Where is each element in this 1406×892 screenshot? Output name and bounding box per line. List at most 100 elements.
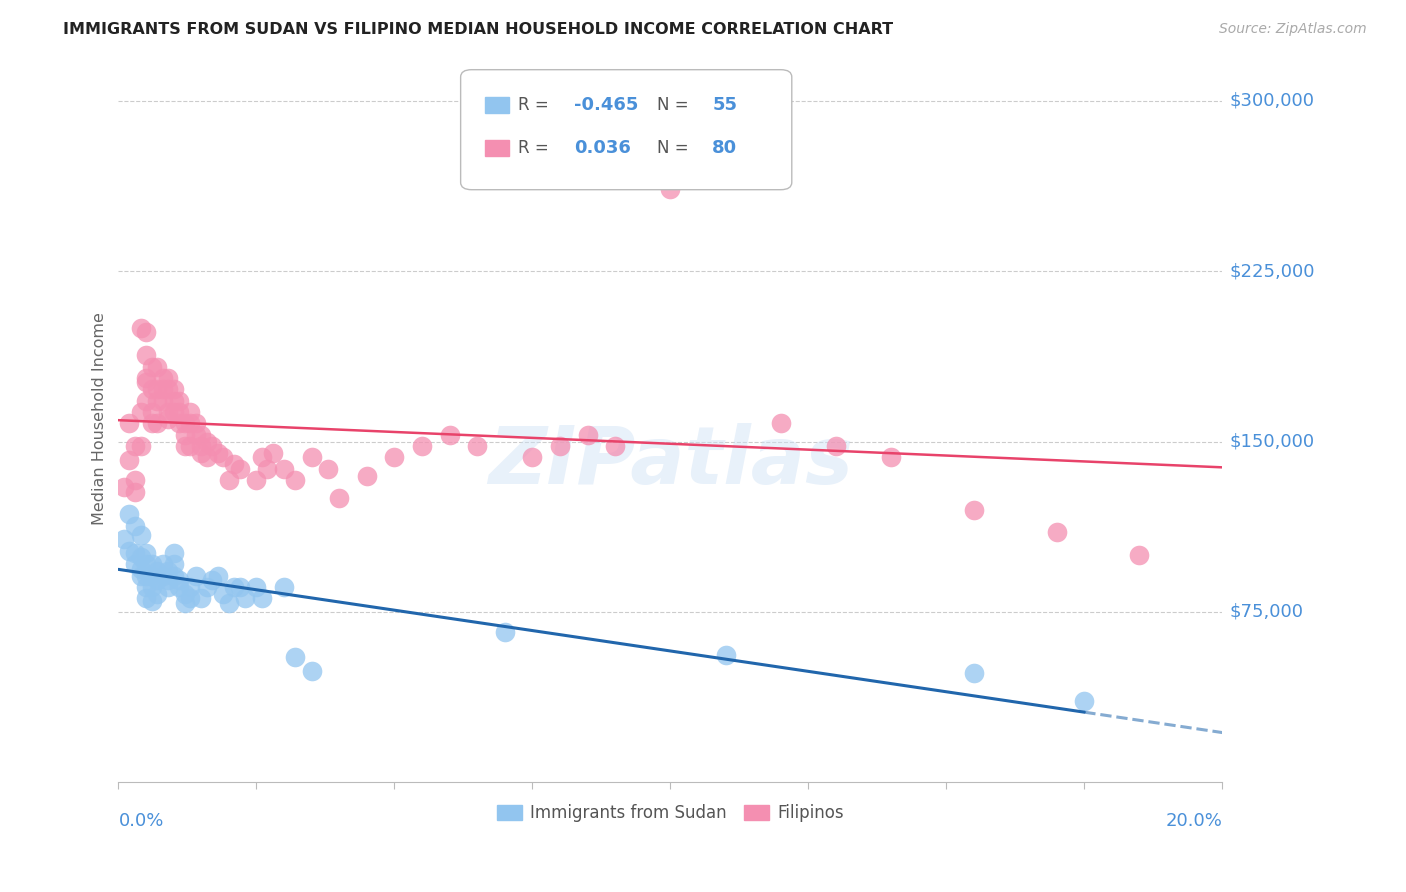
Point (124, 558, 146, 572)
Point (157, 564, 180, 578)
Text: $150,000: $150,000 (1229, 433, 1315, 450)
Point (522, 450, 544, 465)
Point (548, 439, 571, 453)
Point (173, 596, 195, 610)
Point (135, 326, 157, 340)
Y-axis label: Median Household Income: Median Household Income (93, 312, 107, 525)
Point (1073, 693, 1095, 707)
Point (212, 450, 235, 465)
Point (250, 591, 273, 606)
Point (162, 558, 184, 572)
Point (124, 473, 146, 487)
Text: $75,000: $75,000 (1229, 603, 1303, 621)
Point (195, 450, 218, 465)
Point (129, 568, 152, 582)
Point (224, 580, 246, 594)
Point (112, 480, 135, 494)
Point (146, 359, 169, 374)
Point (273, 462, 295, 476)
Point (207, 446, 229, 460)
Text: 0.036: 0.036 (574, 139, 631, 157)
Text: Source: ZipAtlas.com: Source: ZipAtlas.com (1219, 22, 1367, 37)
Text: 80: 80 (713, 139, 737, 157)
Point (141, 580, 163, 594)
Point (605, 439, 627, 453)
Point (162, 382, 184, 396)
Point (301, 450, 323, 465)
Point (146, 587, 169, 601)
Point (118, 452, 141, 467)
Point (963, 666, 986, 681)
Point (129, 321, 152, 335)
Text: N =: N = (657, 139, 695, 157)
Point (229, 580, 252, 594)
Point (284, 473, 307, 487)
Point (152, 558, 174, 572)
Point (190, 439, 212, 453)
Point (135, 371, 157, 385)
Point (179, 591, 201, 606)
Point (162, 393, 184, 408)
Text: $300,000: $300,000 (1229, 92, 1315, 110)
Point (224, 457, 246, 471)
Point (184, 417, 207, 431)
Point (316, 462, 339, 476)
Point (141, 359, 163, 374)
Point (714, 648, 737, 663)
Point (118, 417, 141, 431)
Point (157, 412, 180, 426)
Point (190, 427, 212, 442)
Point (1046, 525, 1069, 540)
Point (146, 573, 169, 587)
Point (262, 446, 284, 460)
Point (129, 439, 152, 453)
Point (141, 405, 163, 419)
Point (135, 580, 157, 594)
Text: 0.0%: 0.0% (118, 812, 165, 830)
Point (141, 568, 163, 582)
Point (190, 446, 212, 460)
Text: 20.0%: 20.0% (1166, 812, 1222, 830)
Point (152, 393, 174, 408)
Point (184, 427, 207, 442)
Point (135, 546, 157, 560)
Point (179, 405, 201, 419)
Point (129, 405, 152, 419)
Point (411, 439, 433, 453)
Point (328, 491, 350, 506)
Point (112, 533, 135, 547)
Text: 55: 55 (713, 95, 737, 113)
Point (157, 382, 180, 396)
Point (135, 568, 157, 582)
Point (195, 434, 218, 449)
Point (124, 546, 146, 560)
Point (190, 591, 212, 606)
Point (195, 580, 218, 594)
Point (167, 580, 190, 594)
Point (146, 393, 169, 408)
Text: $225,000: $225,000 (1229, 262, 1315, 280)
Point (167, 393, 190, 408)
Point (769, 417, 792, 431)
Point (218, 473, 240, 487)
Point (825, 439, 848, 453)
Point (880, 450, 903, 465)
FancyBboxPatch shape (461, 70, 792, 190)
Bar (485, 96, 509, 112)
Point (141, 593, 163, 607)
Point (173, 439, 195, 453)
Point (245, 580, 267, 594)
Point (963, 502, 986, 516)
Point (184, 568, 207, 582)
Point (229, 462, 252, 476)
Bar (485, 140, 509, 156)
Point (384, 450, 406, 465)
Point (157, 573, 180, 587)
Point (141, 382, 163, 396)
Point (167, 573, 190, 587)
Point (201, 439, 224, 453)
Point (659, 182, 682, 196)
Point (152, 371, 174, 385)
Point (135, 393, 157, 408)
Point (157, 580, 180, 594)
